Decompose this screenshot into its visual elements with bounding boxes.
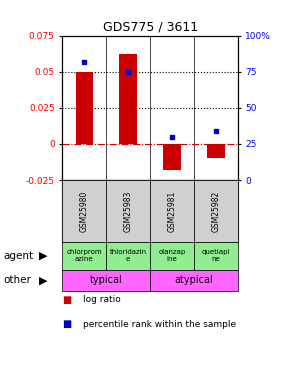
Bar	[119, 54, 137, 144]
Text: typical: typical	[90, 275, 123, 285]
Text: GSM25983: GSM25983	[124, 190, 133, 232]
Text: chlorprom
azine: chlorprom azine	[66, 249, 102, 262]
Bar	[75, 72, 93, 144]
Bar	[194, 242, 238, 270]
Bar	[207, 144, 225, 158]
Text: GSM25980: GSM25980	[80, 190, 89, 232]
Text: agent: agent	[3, 251, 33, 261]
Bar	[62, 242, 106, 270]
Text: thioridazin
e: thioridazin e	[110, 249, 147, 262]
Bar	[150, 180, 194, 242]
Title: GDS775 / 3611: GDS775 / 3611	[102, 20, 198, 33]
Bar	[106, 242, 150, 270]
Bar	[150, 270, 238, 291]
Text: GSM25981: GSM25981	[168, 190, 177, 231]
Bar	[194, 180, 238, 242]
Bar	[106, 180, 150, 242]
Text: GSM25982: GSM25982	[211, 190, 220, 231]
Text: log ratio: log ratio	[83, 296, 120, 304]
Text: quetiapi
ne: quetiapi ne	[202, 249, 230, 262]
Bar	[62, 270, 150, 291]
Text: ▶: ▶	[39, 251, 48, 261]
Text: ■: ■	[62, 295, 72, 305]
Text: olanzap
ine: olanzap ine	[158, 249, 186, 262]
Text: ▶: ▶	[39, 275, 48, 285]
Bar	[62, 180, 238, 242]
Text: ■: ■	[62, 320, 72, 329]
Bar	[62, 180, 106, 242]
Text: atypical: atypical	[175, 275, 213, 285]
Text: other: other	[3, 275, 31, 285]
Bar	[150, 242, 194, 270]
Text: percentile rank within the sample: percentile rank within the sample	[83, 320, 236, 329]
Bar	[163, 144, 181, 170]
